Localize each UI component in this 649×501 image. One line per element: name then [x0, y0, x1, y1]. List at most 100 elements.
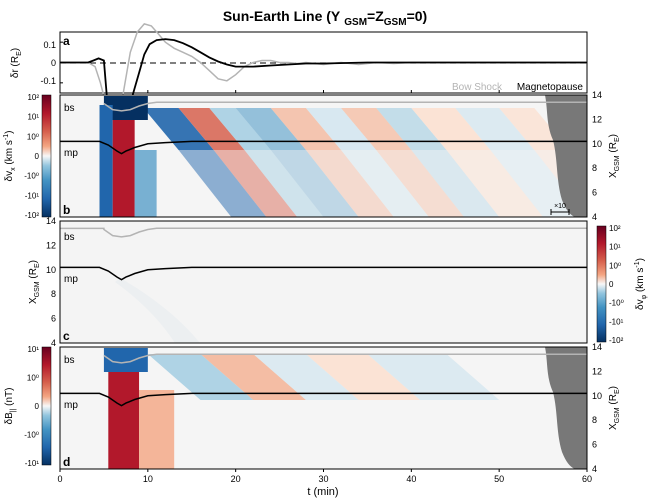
panel-c-ytick-14: 14: [46, 216, 56, 226]
legend-bow-shock: Bow Shock: [452, 82, 503, 93]
panel-b-wave-band-0: [143, 108, 214, 150]
panel-d-ylabel: δB|| (nT): [4, 388, 17, 425]
panel-b-ytick-6: 6: [592, 188, 597, 198]
panel-c-ytick-6: 6: [51, 314, 56, 324]
panel-d-ytick-10: 10: [592, 391, 602, 401]
panel-d-wave-band-2: [253, 354, 359, 400]
panel-b-mp-label: mp: [64, 148, 78, 159]
c-cbticks-label-1: 10¹: [609, 243, 621, 252]
panel-b-wave-band-3: [235, 108, 306, 150]
time-axis-label: t (min): [307, 486, 338, 498]
panel-c-right-label: δvφ (km s-1): [634, 258, 648, 310]
panel-b-ytick-10: 10: [592, 139, 602, 149]
panel-d-wave-band-0: [147, 354, 254, 400]
panel-b-scale-bar: ×10: [550, 203, 570, 215]
panel-b-wave-band-6: [341, 108, 412, 150]
panel-d-ytick-6: 6: [592, 440, 597, 450]
panel-b-bs-label: bs: [64, 103, 75, 114]
panel-b-ytick-8: 8: [592, 163, 597, 173]
panel-d-front-red: [108, 372, 140, 469]
panel-c-faint-wave: [115, 278, 200, 343]
panel-b-ylabel: δvx (km s-1): [3, 131, 17, 182]
b-cbticks-label-6: -10²: [25, 211, 40, 220]
panel-c-ytick-8: 8: [51, 289, 56, 299]
panel-b-wave-band-2: [209, 108, 271, 150]
panel-b-wave-band-lower-1: [213, 150, 298, 217]
d-cbticks-label-2: 0: [35, 402, 40, 411]
panel-d-xtick-10: 10: [143, 474, 153, 484]
panel-d-letter: d: [63, 455, 70, 469]
legend-magnetopause: Magnetopause: [517, 82, 584, 93]
c-cbticks-label-5: -10¹: [609, 317, 624, 326]
panel-b-wave-band-7: [376, 108, 447, 150]
panel-c-ytick-10: 10: [46, 265, 56, 275]
panel-d-ytick-12: 12: [592, 366, 602, 376]
panel-d-bow-shock-curve: [103, 353, 587, 364]
panel-b-wave-band-5: [305, 108, 377, 150]
panel-a-ylabel: δr (RE): [10, 48, 23, 78]
panel-d-ytick-14: 14: [592, 342, 602, 352]
panel-c-ytick-4: 4: [51, 338, 56, 348]
panel-b-trailing-blue: [134, 150, 157, 217]
panel-b: b bs mp ×10 10² 10¹ 10⁰ 0 -10⁰ -10¹ -10² δvx (…: [3, 90, 621, 222]
panel-d-xtick-60: 60: [582, 474, 592, 484]
panel-c-magnetopause-curve: [60, 266, 587, 281]
panel-b-frame: [59, 94, 588, 218]
figure-title: Sun-Earth Line (Y GSM=ZGSM=0): [223, 8, 427, 28]
panel-b-wave-band-10: [499, 108, 570, 150]
b-cbticks-label-3: 0: [35, 152, 40, 161]
panel-d-wave-band-4: [367, 354, 500, 400]
panel-b-wave-band-lower-3: [270, 150, 359, 217]
b-cbticks-label-4: -10⁰: [24, 172, 39, 181]
panel-b-wave-band-9: [455, 108, 535, 150]
panel-b-wave-band-1: [178, 108, 245, 150]
panel-b-wave-band-lower-5: [341, 150, 429, 217]
panel-b-ytick-12: 12: [592, 114, 602, 124]
panel-d-bs-label: bs: [64, 355, 75, 366]
panel-b-wave-band-lower-2: [244, 150, 324, 217]
panel-b-wave-band-lower-4: [305, 150, 394, 217]
panel-c-mp-label: mp: [64, 274, 78, 285]
c-cbticks-label-6: -10²: [609, 336, 624, 345]
panel-d-ytick-4: 4: [592, 464, 597, 474]
panel-b-ytick-4: 4: [592, 212, 597, 222]
panel-d-wave-band-3: [305, 354, 421, 400]
panel-c-frame: [59, 220, 588, 344]
panel-a-ytick-2: -0.1: [40, 76, 56, 86]
panel-d-xtick-40: 40: [406, 474, 416, 484]
panel-d-wave-band-1: [200, 354, 306, 400]
panel-c-bs-label: bs: [64, 232, 75, 243]
b-cbticks-label-2: 10⁰: [27, 132, 39, 141]
panel-d-trailing-red: [139, 390, 175, 469]
b-cbticks-label-0: 10²: [27, 93, 39, 102]
panel-b-right-label: XGSM (RE): [608, 134, 621, 178]
c-cbticks-label-3: 0: [609, 280, 614, 289]
panel-b-wave-band-lower-8: [446, 150, 544, 217]
panel-b-colorbar: [41, 94, 52, 218]
panel-b-solar-wind-fill: [545, 95, 587, 217]
panel-d-xtick-20: 20: [231, 474, 241, 484]
c-cbticks-label-0: 10²: [609, 224, 621, 233]
panel-c: c bs mp 4 6 8 10 12 14 XGSM (RE) 10² 10¹ 10⁰ 0 -1…: [28, 216, 648, 348]
c-cbticks-label-4: -10⁰: [609, 299, 624, 308]
panel-c-background: [60, 221, 587, 343]
panel-c-ytick-12: 12: [46, 240, 56, 250]
d-cbticks-label-4: -10¹: [25, 459, 40, 468]
d-cbticks-label-1: 10⁰: [27, 374, 39, 383]
panel-b-wave-band-lower-0: [178, 150, 267, 217]
c-cbticks-label-2: 10⁰: [609, 261, 621, 270]
panel-a-letter: a: [63, 34, 70, 48]
panel-c-colorbar: [596, 225, 607, 343]
panel-c-letter: c: [63, 329, 70, 343]
panel-d-colorbar: [41, 346, 52, 466]
d-cbticks-label-3: -10⁰: [24, 431, 39, 440]
panel-c-ylabel: XGSM (RE): [28, 260, 41, 304]
panel-b-letter: b: [63, 203, 70, 217]
panel-b-front-red: [112, 120, 135, 217]
panel-d-xtick-0: 0: [57, 474, 62, 484]
panel-b-bow-shock-curve: [103, 101, 587, 112]
b-cbticks-label-5: -10¹: [25, 191, 40, 200]
panel-b-wave-band-8: [411, 108, 491, 150]
panel-d-solar-wind-fill: [545, 347, 587, 469]
